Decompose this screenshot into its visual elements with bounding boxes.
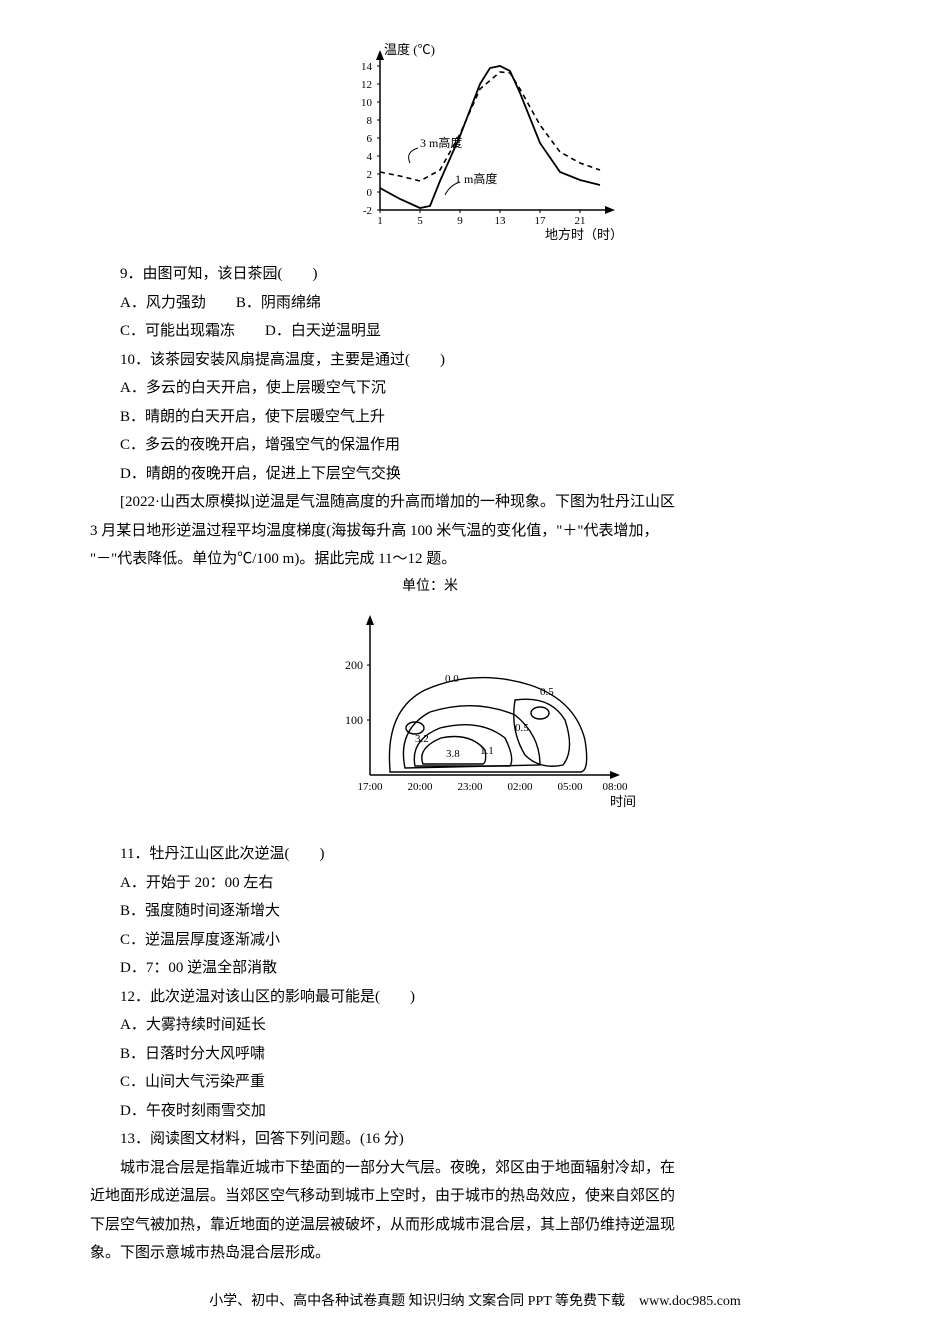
intro2-line2: 3 月某日地形逆温过程平均温度梯度(海拔每升高 100 米气温的变化值，"＋"代… [90, 517, 860, 546]
chart2-unit-label: 单位：米 [0, 574, 860, 601]
chart1-1m-label: 1 m高度 [455, 171, 497, 186]
q12-stem: 12．此次逆温对该山区的影响最可能是( ) [90, 983, 860, 1012]
chart2-ytick-100: 100 [345, 713, 363, 727]
q12-opt-a: A．大雾持续时间延长 [90, 1011, 860, 1040]
chart2-container: 100 200 17:00 20:00 23:00 02:00 05:00 08… [90, 610, 860, 820]
q10-opt-c: C．多云的夜晚开启，增强空气的保温作用 [90, 431, 860, 460]
chart1-x-ticks: 1 5 9 13 17 21 [377, 210, 585, 227]
svg-text:02:00: 02:00 [507, 781, 533, 793]
svg-text:0.5: 0.5 [515, 722, 529, 734]
svg-text:3.8: 3.8 [446, 748, 460, 760]
svg-text:20:00: 20:00 [407, 781, 433, 793]
q11-opt-b: B．强度随时间逐渐增大 [90, 897, 860, 926]
svg-text:1.1: 1.1 [480, 745, 494, 757]
chart1-3m-label: 3 m高度 [420, 135, 462, 150]
q9-opts-ab: A．风力强劲 B．阴雨绵绵 [90, 289, 860, 318]
svg-text:23:00: 23:00 [457, 781, 483, 793]
q13-p3: 下层空气被加热，靠近地面的逆温层被破坏，从而形成城市混合层，其上部仍维持逆温现 [90, 1211, 860, 1240]
intro2-line3: "－"代表降低。单位为℃/100 m)。据此完成 11～12 题。 [90, 545, 860, 574]
chart2-ytick-200: 200 [345, 658, 363, 672]
q12-opt-d: D．午夜时刻雨雪交加 [90, 1097, 860, 1126]
q10-opt-d: D．晴朗的夜晚开启，促进上下层空气交换 [90, 460, 860, 489]
q11-opt-d: D．7：00 逆温全部消散 [90, 954, 860, 983]
svg-text:8: 8 [367, 115, 373, 127]
q9-stem: 9．由图可知，该日茶园( ) [90, 260, 860, 289]
chart1-series-1m [380, 66, 600, 208]
q10-opt-b: B．晴朗的白天开启，使下层暖空气上升 [90, 403, 860, 432]
svg-text:13: 13 [495, 215, 507, 227]
q9-opts-cd: C．可能出现霜冻 D．白天逆温明显 [90, 317, 860, 346]
svg-text:17: 17 [535, 215, 547, 227]
chart1-container: -2 0 2 4 6 8 10 12 14 1 [90, 40, 860, 240]
chart1-x-label: 地方时（时） [545, 227, 623, 240]
q13-p4: 象。下图示意城市热岛混合层形成。 [90, 1239, 860, 1268]
svg-text:4: 4 [367, 151, 373, 163]
svg-text:2: 2 [367, 169, 373, 181]
svg-text:0: 0 [367, 187, 373, 199]
svg-text:0.5: 0.5 [540, 686, 554, 698]
chart1-y-ticks: -2 0 2 4 6 8 10 12 14 [361, 61, 380, 217]
svg-text:1: 1 [377, 215, 383, 227]
q13-p1: 城市混合层是指靠近城市下垫面的一部分大气层。夜晚，郊区由于地面辐射冷却，在 [90, 1154, 860, 1183]
q11-opt-a: A．开始于 20：00 左右 [90, 869, 860, 898]
intro2-line1: [2022·山西太原模拟]逆温是气温随高度的升高而增加的一种现象。下图为牡丹江山… [90, 488, 860, 517]
svg-text:9: 9 [457, 215, 463, 227]
inversion-contour-chart: 100 200 17:00 20:00 23:00 02:00 05:00 08… [315, 610, 635, 820]
svg-text:6: 6 [367, 133, 373, 145]
svg-text:12: 12 [361, 79, 372, 91]
svg-text:21: 21 [575, 215, 586, 227]
chart1-series-3m [380, 72, 600, 181]
chart1-axes [376, 50, 615, 214]
q12-opt-c: C．山间大气污染严重 [90, 1068, 860, 1097]
svg-text:-2: -2 [363, 205, 372, 217]
q10-stem: 10．该茶园安装风扇提高温度，主要是通过( ) [90, 346, 860, 375]
svg-text:10: 10 [361, 97, 373, 109]
svg-text:17:00: 17:00 [357, 781, 383, 793]
temperature-line-chart: -2 0 2 4 6 8 10 12 14 1 [320, 40, 630, 240]
chart2-contours [389, 678, 586, 772]
q10-opt-a: A．多云的白天开启，使上层暖空气下沉 [90, 374, 860, 403]
svg-text:3.2: 3.2 [415, 733, 429, 745]
q13-stem: 13．阅读图文材料，回答下列问题。(16 分) [90, 1125, 860, 1154]
svg-text:05:00: 05:00 [557, 781, 583, 793]
svg-text:14: 14 [361, 61, 373, 73]
page-footer: 小学、初中、高中各种试卷真题 知识归纳 文案合同 PPT 等免费下载 www.d… [0, 1289, 950, 1316]
q11-opt-c: C．逆温层厚度逐渐减小 [90, 926, 860, 955]
q11-stem: 11．牡丹江山区此次逆温( ) [90, 840, 860, 869]
svg-text:08:00: 08:00 [602, 781, 628, 793]
chart1-y-label: 温度 (℃) [384, 42, 435, 57]
chart2-x-ticks: 17:00 20:00 23:00 02:00 05:00 08:00 [357, 781, 628, 793]
q13-p2: 近地面形成逆温层。当郊区空气移动到城市上空时，由于城市的热岛效应，使来自郊区的 [90, 1182, 860, 1211]
q12-opt-b: B．日落时分大风呼啸 [90, 1040, 860, 1069]
svg-text:5: 5 [417, 215, 423, 227]
svg-text:0.0: 0.0 [445, 673, 459, 685]
chart2-x-label: 时间 [610, 794, 635, 809]
